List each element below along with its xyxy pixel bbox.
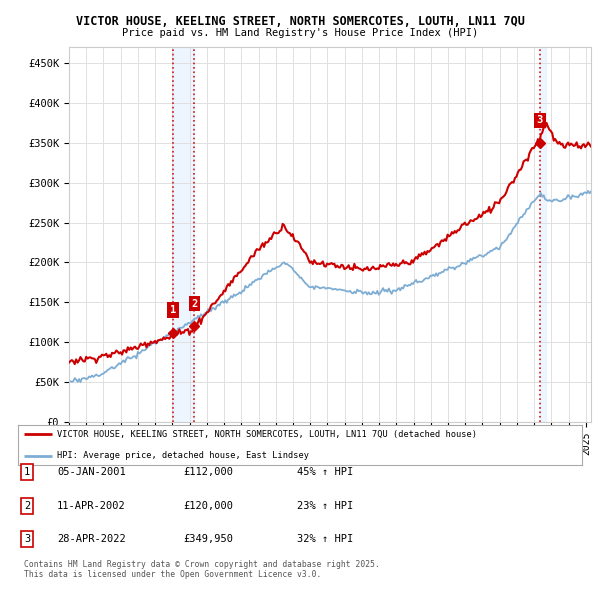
- Text: 45% ↑ HPI: 45% ↑ HPI: [297, 467, 353, 477]
- Bar: [173, 47, 194, 422]
- Text: £349,950: £349,950: [183, 535, 233, 544]
- Text: 28-APR-2022: 28-APR-2022: [57, 535, 126, 544]
- Text: 2: 2: [24, 501, 30, 510]
- Text: 1: 1: [24, 467, 30, 477]
- Text: HPI: Average price, detached house, East Lindsey: HPI: Average price, detached house, East…: [58, 451, 310, 460]
- Text: 23% ↑ HPI: 23% ↑ HPI: [297, 501, 353, 510]
- Text: 3: 3: [24, 535, 30, 544]
- Text: 2: 2: [191, 299, 197, 309]
- Text: 32% ↑ HPI: 32% ↑ HPI: [297, 535, 353, 544]
- Text: 1: 1: [170, 305, 176, 315]
- Text: 05-JAN-2001: 05-JAN-2001: [57, 467, 126, 477]
- Text: £120,000: £120,000: [183, 501, 233, 510]
- Text: Contains HM Land Registry data © Crown copyright and database right 2025.
This d: Contains HM Land Registry data © Crown c…: [24, 560, 380, 579]
- Bar: [540, 47, 546, 422]
- Text: VICTOR HOUSE, KEELING STREET, NORTH SOMERCOTES, LOUTH, LN11 7QU (detached house): VICTOR HOUSE, KEELING STREET, NORTH SOME…: [58, 430, 478, 438]
- Text: Price paid vs. HM Land Registry's House Price Index (HPI): Price paid vs. HM Land Registry's House …: [122, 28, 478, 38]
- Text: £112,000: £112,000: [183, 467, 233, 477]
- Text: 11-APR-2002: 11-APR-2002: [57, 501, 126, 510]
- Text: 3: 3: [537, 116, 543, 125]
- Text: VICTOR HOUSE, KEELING STREET, NORTH SOMERCOTES, LOUTH, LN11 7QU: VICTOR HOUSE, KEELING STREET, NORTH SOME…: [76, 15, 524, 28]
